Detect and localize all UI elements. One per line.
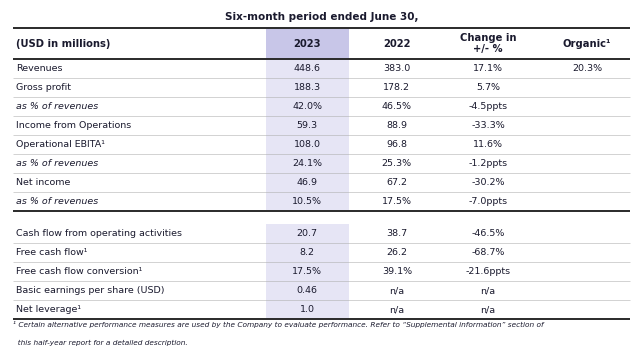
Text: 5.7%: 5.7% [476,83,500,92]
Text: -33.3%: -33.3% [471,121,505,130]
Text: 20.7: 20.7 [297,229,317,238]
Text: as % of revenues: as % of revenues [16,159,99,168]
Text: n/a: n/a [389,305,404,314]
Text: Basic earnings per share (USD): Basic earnings per share (USD) [16,287,164,295]
Text: 2023: 2023 [294,39,321,49]
Text: 10.5%: 10.5% [292,197,322,206]
Text: 2022: 2022 [383,39,410,49]
Text: Income from Operations: Income from Operations [16,121,131,130]
Text: 448.6: 448.6 [294,64,321,73]
Bar [266,154,349,173]
Bar [266,59,349,78]
Text: 17.5%: 17.5% [382,197,412,206]
Text: 88.9: 88.9 [387,121,407,130]
Bar [266,243,349,262]
Bar [266,300,349,319]
Bar [266,28,349,59]
Text: 46.5%: 46.5% [382,102,412,111]
Text: 96.8: 96.8 [387,140,407,149]
Text: 59.3: 59.3 [296,121,318,130]
Text: n/a: n/a [481,287,495,295]
Bar [266,281,349,300]
Text: 8.2: 8.2 [300,248,315,258]
Text: n/a: n/a [389,287,404,295]
Bar [266,173,349,192]
Text: Net income: Net income [16,178,70,187]
Text: 20.3%: 20.3% [572,64,602,73]
Text: -4.5ppts: -4.5ppts [468,102,508,111]
Text: -30.2%: -30.2% [471,178,505,187]
Text: -1.2ppts: -1.2ppts [468,159,508,168]
Text: Change in
+/- %: Change in +/- % [460,33,516,54]
Text: as % of revenues: as % of revenues [16,102,99,111]
Text: 108.0: 108.0 [294,140,321,149]
Text: (USD in millions): (USD in millions) [16,39,110,49]
Text: 17.1%: 17.1% [473,64,503,73]
Text: Free cash flow conversion¹: Free cash flow conversion¹ [16,267,142,276]
Text: Cash flow from operating activities: Cash flow from operating activities [16,229,182,238]
Text: 39.1%: 39.1% [381,267,412,276]
Bar [266,97,349,116]
Text: 1.0: 1.0 [300,305,315,314]
Bar [266,116,349,135]
Text: Six-month period ended June 30,: Six-month period ended June 30, [225,12,419,22]
Text: 46.9: 46.9 [297,178,317,187]
Text: -7.0ppts: -7.0ppts [468,197,508,206]
Text: -68.7%: -68.7% [471,248,505,258]
Text: 383.0: 383.0 [383,64,410,73]
Text: -21.6ppts: -21.6ppts [465,267,511,276]
Text: ¹ Certain alternative performance measures are used by the Company to evaluate p: ¹ Certain alternative performance measur… [13,321,543,328]
Text: 17.5%: 17.5% [292,267,322,276]
Text: this half-year report for a detailed description.: this half-year report for a detailed des… [13,340,188,347]
Text: 42.0%: 42.0% [292,102,322,111]
Text: 0.46: 0.46 [297,287,317,295]
Text: as % of revenues: as % of revenues [16,197,99,206]
Text: Free cash flow¹: Free cash flow¹ [16,248,88,258]
Text: Gross profit: Gross profit [16,83,71,92]
Bar [266,78,349,97]
Text: n/a: n/a [481,305,495,314]
Text: 26.2: 26.2 [387,248,407,258]
Bar [266,262,349,281]
Text: 188.3: 188.3 [294,83,321,92]
Bar [266,135,349,154]
Text: -46.5%: -46.5% [471,229,505,238]
Bar [266,192,349,211]
Bar [266,224,349,243]
Text: Net leverage¹: Net leverage¹ [16,305,81,314]
Text: Revenues: Revenues [16,64,63,73]
Text: 25.3%: 25.3% [381,159,412,168]
Text: 11.6%: 11.6% [473,140,503,149]
Text: Operational EBITA¹: Operational EBITA¹ [16,140,105,149]
Text: 38.7: 38.7 [386,229,408,238]
Text: 67.2: 67.2 [387,178,407,187]
Text: 24.1%: 24.1% [292,159,322,168]
Text: 178.2: 178.2 [383,83,410,92]
Text: Organic¹: Organic¹ [563,39,611,49]
